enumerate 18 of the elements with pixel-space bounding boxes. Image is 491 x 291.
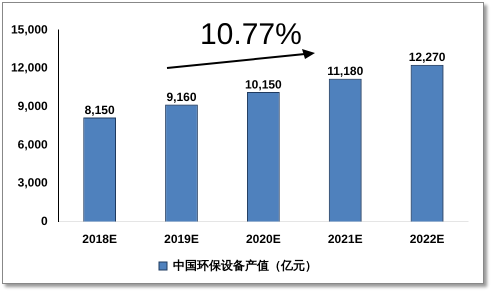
data-label: 12,270 — [408, 50, 446, 64]
legend-label: 中国环保设备产值（亿元） — [173, 258, 317, 272]
data-label: 10,150 — [245, 77, 282, 92]
x-tick-label: 2018E — [82, 232, 117, 246]
y-tick-label: 0 — [41, 214, 48, 228]
y-tick-label: 3,000 — [18, 176, 48, 190]
annotation: 10.77% — [200, 18, 302, 52]
x-tick-label: 2020E — [246, 232, 281, 246]
x-tick-label: 2021E — [328, 232, 363, 246]
x-tick-label: 2019E — [164, 232, 199, 246]
y-tick-label: 9,000 — [18, 98, 48, 113]
y-tick-label: 15,000 — [11, 22, 48, 36]
y-tick-label: 6,000 — [18, 137, 48, 152]
data-label: 11,180 — [327, 64, 364, 78]
data-label: 8,150 — [84, 102, 115, 117]
y-tick-label: 12,000 — [11, 60, 48, 75]
x-tick-label: 2022E — [410, 232, 444, 246]
data-label: 9,160 — [166, 90, 197, 104]
